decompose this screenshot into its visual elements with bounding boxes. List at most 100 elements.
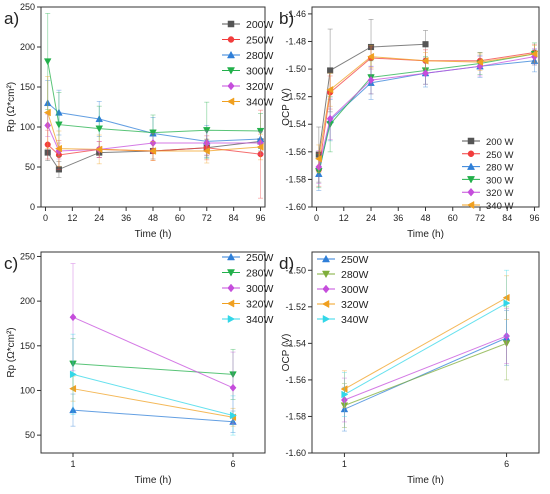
legend: 200W 250W 280W 300W 320W 340W xyxy=(222,19,274,109)
legend-marker xyxy=(227,314,236,324)
series-5 xyxy=(314,45,538,173)
y-axis-label: Rp (Ω*cm²) xyxy=(6,82,17,132)
legend-label: 250W xyxy=(246,252,274,264)
legend-marker xyxy=(321,299,330,309)
y-tick-label: 100 xyxy=(20,385,35,395)
x-tick-label: 48 xyxy=(148,213,158,223)
legend: 250W 280W 300W 320W 340W xyxy=(317,254,369,326)
legend-label: 340W xyxy=(246,314,274,326)
legend-label: 280W xyxy=(341,269,369,281)
data-point xyxy=(229,417,237,425)
panel-0: a) 0 12 24 36 48 60 72 84 96 0 50 100 150 200 250 Time (… xyxy=(4,2,274,240)
series-2 xyxy=(69,263,237,424)
data-point xyxy=(256,143,264,151)
y-tick-label: -1.54 xyxy=(285,119,306,129)
y-tick-label: 250 xyxy=(20,251,35,261)
data-point xyxy=(55,166,62,173)
series-0 xyxy=(44,131,264,178)
data-point xyxy=(202,147,210,155)
y-tick-label: -1.60 xyxy=(285,202,306,212)
series-4 xyxy=(69,333,237,436)
legend-label: 340 W xyxy=(486,201,513,212)
data-point xyxy=(69,406,77,414)
series-line xyxy=(72,316,234,389)
panel-label: c) xyxy=(4,254,18,273)
series-line xyxy=(72,363,234,375)
legend: 250W 280W 300W 320W 340W xyxy=(222,252,274,326)
series-3 xyxy=(43,12,265,159)
data-point xyxy=(530,50,538,58)
y-axis-label: OCP (V) xyxy=(281,88,292,126)
x-tick-label: 12 xyxy=(67,213,77,223)
y-tick-label: 100 xyxy=(20,122,35,132)
legend-label: 200W xyxy=(246,19,274,31)
series-line xyxy=(318,60,535,174)
data-point xyxy=(367,43,375,51)
series-line xyxy=(344,337,507,410)
y-tick-label: 200 xyxy=(20,296,35,306)
x-axis-label: Time (h) xyxy=(407,229,444,240)
y-tick-label: 200 xyxy=(20,42,35,52)
series-line xyxy=(344,302,507,395)
legend-label: 250W xyxy=(246,35,274,47)
series-2 xyxy=(341,308,510,423)
data-point xyxy=(327,67,334,74)
legend-label: 250 W xyxy=(486,150,513,161)
data-point xyxy=(44,149,51,156)
series-0 xyxy=(340,310,511,432)
y-tick-label: -1.50 xyxy=(285,64,306,74)
y-tick-label: -1.56 xyxy=(285,375,306,385)
data-point xyxy=(257,151,264,158)
y-tick-label: -1.48 xyxy=(285,36,306,46)
legend-label: 320W xyxy=(341,299,369,311)
legend-marker xyxy=(466,162,476,170)
x-tick-label: 96 xyxy=(529,213,539,223)
series-line xyxy=(72,388,234,418)
y-tick-label: 150 xyxy=(20,82,35,92)
legend-marker xyxy=(467,150,475,158)
legend-marker xyxy=(322,314,331,324)
x-axis-label: Time (h) xyxy=(407,475,444,486)
legend-marker xyxy=(466,176,476,184)
data-point xyxy=(340,385,348,393)
data-point xyxy=(149,129,157,137)
series-1 xyxy=(69,338,237,400)
x-tick-label: 48 xyxy=(420,213,430,223)
x-tick-label: 1 xyxy=(70,459,75,469)
panel-label: b) xyxy=(279,9,294,28)
legend-label: 300W xyxy=(246,283,274,295)
y-tick-label: 50 xyxy=(25,430,35,440)
x-tick-label: 0 xyxy=(314,213,319,223)
y-tick-label: -1.54 xyxy=(285,338,306,348)
plot-frame xyxy=(40,251,266,454)
data-point xyxy=(203,138,211,148)
data-point xyxy=(43,108,51,117)
data-point xyxy=(43,99,52,107)
data-point xyxy=(422,41,429,48)
series-line xyxy=(47,102,261,142)
x-tick-label: 6 xyxy=(504,459,509,469)
data-point xyxy=(503,332,510,341)
series-line xyxy=(318,43,426,155)
legend-label: 280 W xyxy=(486,163,513,174)
legend-label: 280W xyxy=(246,50,274,62)
series-line xyxy=(47,125,261,152)
legend-marker xyxy=(321,270,331,279)
data-point xyxy=(95,145,103,154)
data-point xyxy=(149,147,157,155)
panel-1: b) 0 12 24 36 48 60 72 84 96 -1.60 -1.58 -1.56 -1.54 -… xyxy=(279,6,540,240)
x-tick-label: 36 xyxy=(121,213,131,223)
legend-marker xyxy=(226,269,236,277)
legend-label: 250W xyxy=(341,254,369,266)
legend-label: 300W xyxy=(341,284,369,296)
y-tick-label: -1.58 xyxy=(285,411,306,421)
data-point xyxy=(55,121,63,129)
series-4 xyxy=(341,269,511,417)
y-tick-label: -1.56 xyxy=(285,147,306,157)
y-tick-label: 150 xyxy=(20,341,35,351)
legend-label: 300W xyxy=(246,66,274,78)
x-tick-label: 24 xyxy=(366,213,376,223)
series-line xyxy=(344,342,507,406)
data-point xyxy=(256,127,265,135)
